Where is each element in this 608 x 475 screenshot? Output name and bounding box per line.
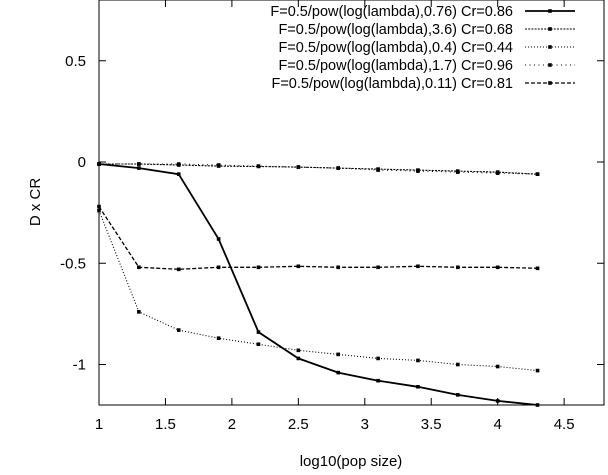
data-point — [176, 328, 181, 332]
data-point — [296, 165, 301, 169]
y-tick-label: -1 — [73, 357, 86, 374]
data-point — [216, 336, 221, 340]
legend-entry: F=0.5/pow(log(lambda),0.11) Cr=0.81 — [271, 76, 575, 92]
data-point — [495, 265, 500, 270]
legend-entry: F=0.5/pow(log(lambda),0.76) Cr=0.86 — [270, 4, 575, 20]
legend-swatch-point — [548, 63, 552, 67]
data-point — [296, 356, 301, 361]
data-point — [376, 265, 380, 270]
data-point — [296, 348, 301, 353]
series-2 — [97, 162, 540, 176]
legend-swatch-point — [548, 27, 552, 31]
legend-swatch-point — [548, 9, 552, 13]
data-point — [256, 164, 261, 168]
legend-swatch-point — [548, 45, 552, 49]
legend-entry: F=0.5/pow(log(lambda),3.6) Cr=0.68 — [278, 22, 575, 38]
legend-entry: F=0.5/pow(log(lambda),0.4) Cr=0.44 — [278, 40, 575, 56]
data-point — [376, 356, 380, 361]
data-point — [216, 237, 221, 241]
tick-layer: 1 1.5 2 2.5 3 3.5 4 4.5 0.5 0 -0.5 -1 — [60, 0, 604, 433]
data-point — [376, 378, 380, 383]
data-point — [495, 364, 500, 369]
data-point — [137, 265, 141, 270]
series-line — [99, 163, 538, 175]
data-point — [137, 162, 141, 166]
data-point — [176, 162, 181, 166]
data-point — [137, 310, 141, 314]
data-point — [336, 352, 341, 357]
data-point — [416, 384, 420, 389]
data-point — [216, 265, 221, 270]
data-point — [535, 368, 540, 373]
series-3 — [97, 208, 540, 373]
data-point — [256, 265, 261, 270]
x-tick-label: 2 — [228, 416, 236, 433]
series-line — [98, 206, 538, 270]
legend-label: F=0.5/pow(log(lambda),0.4) Cr=0.44 — [278, 40, 513, 56]
data-point — [336, 265, 341, 270]
series-line — [98, 210, 538, 372]
series-1 — [97, 162, 540, 407]
data-point — [376, 168, 380, 172]
legend-label: F=0.5/pow(log(lambda),0.76) Cr=0.86 — [270, 4, 513, 20]
data-point — [456, 393, 460, 397]
x-tick-label: 1 — [95, 416, 103, 433]
y-tick-label: 0 — [78, 154, 86, 171]
legend-swatch-point — [548, 81, 552, 85]
data-point — [456, 265, 460, 270]
x-tick-label: 1.5 — [155, 416, 176, 433]
legend-label: F=0.5/pow(log(lambda),1.7) Cr=0.96 — [278, 58, 513, 74]
x-tick-label: 4.5 — [554, 416, 575, 433]
data-point — [336, 370, 341, 375]
data-point — [456, 362, 460, 367]
y-tick-label: 0.5 — [65, 53, 86, 70]
y-tick-label: -0.5 — [60, 255, 86, 272]
legend-label: F=0.5/pow(log(lambda),0.11) Cr=0.81 — [271, 76, 513, 92]
data-point — [416, 169, 420, 173]
x-tick-label: 3.5 — [421, 416, 442, 433]
y-axis-label: D x CR — [27, 178, 44, 227]
data-point — [456, 170, 460, 174]
data-point — [416, 264, 420, 269]
data-point — [416, 358, 420, 363]
data-point — [176, 267, 181, 272]
data-point — [495, 171, 500, 175]
data-point — [137, 166, 141, 170]
series-5 — [97, 204, 540, 272]
data-point — [296, 264, 301, 269]
x-tick-label: 2.5 — [288, 416, 309, 433]
data-point — [176, 172, 181, 176]
series-layer — [97, 162, 540, 407]
legend-entry: F=0.5/pow(log(lambda),1.7) Cr=0.96 — [278, 58, 575, 74]
data-point — [256, 330, 261, 334]
series-line — [98, 163, 538, 406]
data-point — [535, 172, 540, 176]
x-tick-label: 4 — [494, 416, 502, 433]
legend-label: F=0.5/pow(log(lambda),3.6) Cr=0.68 — [278, 22, 513, 38]
data-point — [256, 342, 261, 347]
x-axis-label: log10(pop size) — [300, 453, 403, 470]
x-tick-label: 3 — [361, 416, 369, 433]
data-point — [216, 163, 221, 167]
legend: F=0.5/pow(log(lambda),0.76) Cr=0.86 F=0.5… — [270, 4, 575, 92]
data-point — [336, 166, 341, 170]
plot-frame — [98, 0, 605, 406]
data-point — [535, 266, 540, 271]
